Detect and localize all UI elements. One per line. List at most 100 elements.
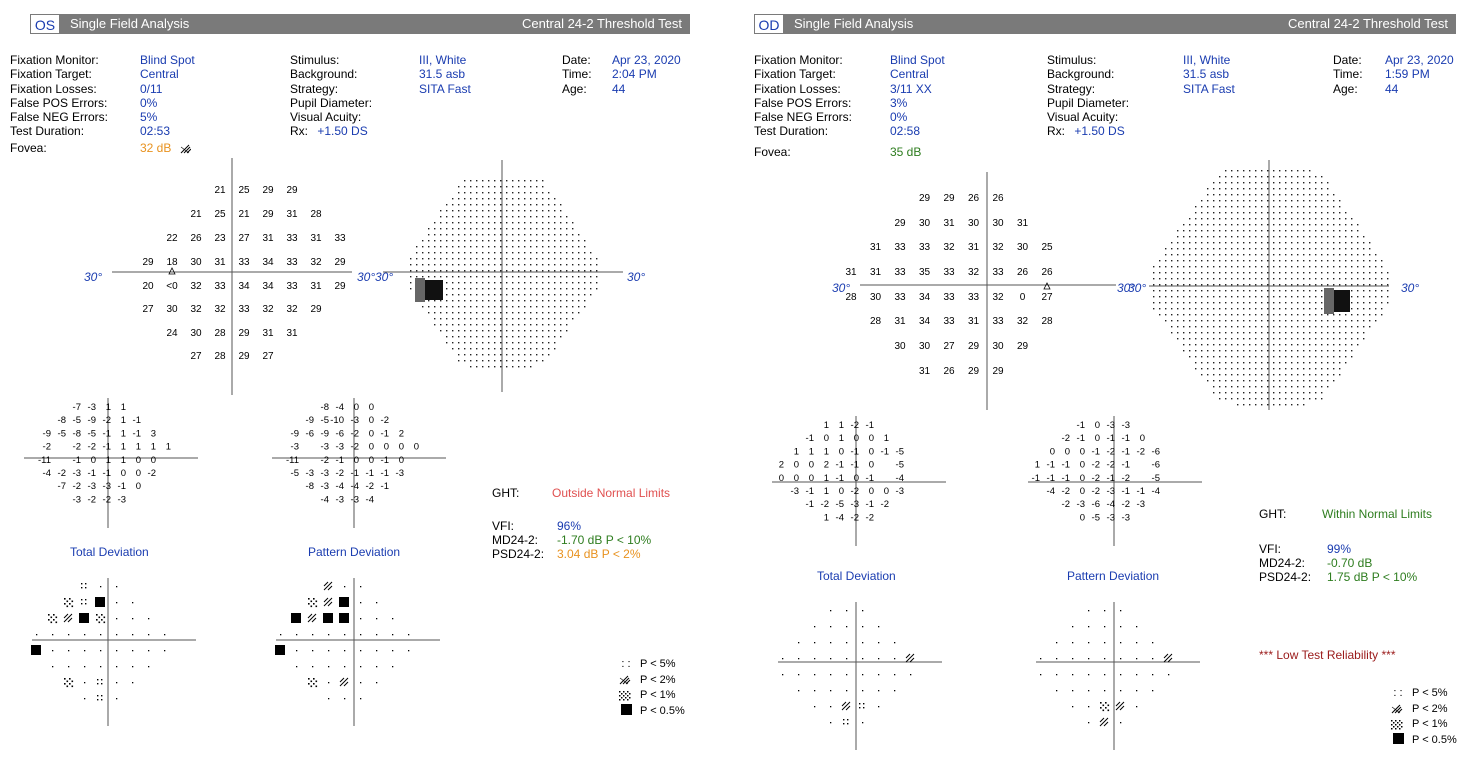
deviation-value: -2 bbox=[58, 468, 66, 479]
pattern-deviation-caption: Pattern Deviation bbox=[1067, 569, 1160, 583]
threshold-value: 30 bbox=[894, 341, 906, 352]
threshold-value: 30 bbox=[190, 257, 202, 268]
threshold-value: 31 bbox=[845, 267, 857, 278]
threshold-value: 31 bbox=[1017, 218, 1029, 229]
deviation-value: 0 bbox=[1080, 446, 1085, 457]
threshold-value: 27 bbox=[1041, 292, 1053, 303]
deviation-value: -1 bbox=[836, 460, 844, 471]
deviation-value: -5 bbox=[58, 428, 66, 439]
deviation-value: -3 bbox=[118, 494, 126, 505]
deviation-value: -2 bbox=[1092, 473, 1100, 484]
deviation-value: 0 bbox=[354, 455, 359, 466]
deviation-value: 2 bbox=[824, 460, 829, 471]
p05-symbol-icon bbox=[1390, 732, 1406, 750]
deviation-value: -3 bbox=[73, 494, 81, 505]
threshold-value: 23 bbox=[214, 233, 226, 244]
threshold-value: 32 bbox=[968, 267, 980, 278]
info-label: False POS Errors: bbox=[10, 95, 108, 110]
threshold-value: 34 bbox=[919, 316, 931, 327]
p05-symbol-icon bbox=[618, 703, 634, 721]
deviation-value: -1 bbox=[88, 468, 96, 479]
deviation-value: 0 bbox=[414, 442, 419, 453]
info-label: Fixation Losses: bbox=[754, 81, 841, 96]
threshold-value: 33 bbox=[894, 267, 906, 278]
threshold-value: 28 bbox=[310, 209, 322, 220]
md-label: MD24-2: bbox=[1259, 556, 1306, 570]
deviation-value: -1 bbox=[1032, 473, 1040, 484]
deviation-value: 0 bbox=[384, 442, 389, 453]
legend-label: P < 5% bbox=[640, 658, 676, 670]
total-deviation-probability-plot bbox=[31, 578, 196, 726]
deviation-value: -3 bbox=[73, 468, 81, 479]
axis-label-right: 30° bbox=[1117, 281, 1135, 295]
deviation-value: -9 bbox=[321, 428, 329, 439]
deviation-value: -2 bbox=[1092, 486, 1100, 497]
total-deviation-caption: Total Deviation bbox=[70, 545, 149, 559]
info-label: Test Duration: bbox=[10, 124, 85, 139]
p2-symbol-icon bbox=[180, 144, 192, 154]
deviation-value: -1 bbox=[1062, 460, 1070, 471]
info-label: Pupil Diameter: bbox=[290, 95, 373, 110]
info-value: SITA Fast bbox=[419, 81, 471, 96]
total-deviation-grid: 1 1 -2 -1-1 0 1 0 0 11 1 1 0 -1 0 -1 -52 0 0 2 -1 -1 0 -50 0 0 1-… bbox=[772, 416, 946, 546]
threshold-value: 32 bbox=[286, 304, 298, 315]
test-name: Central 24-2 Threshold Test bbox=[522, 16, 682, 31]
deviation-value: -3 bbox=[896, 486, 904, 497]
threshold-value: 29 bbox=[992, 366, 1004, 377]
ght-value: Within Normal Limits bbox=[1322, 507, 1433, 521]
threshold-value: 33 bbox=[238, 257, 250, 268]
deviation-value: -2 bbox=[1122, 473, 1130, 484]
deviation-value: -2 bbox=[381, 415, 389, 426]
os-info-col2-values: III, White 31.5 asb SITA Fast bbox=[419, 53, 471, 96]
deviation-value: -6 bbox=[1152, 446, 1160, 457]
info-value: Apr 23, 2020 bbox=[1385, 53, 1454, 67]
deviation-value: 0 bbox=[884, 486, 889, 497]
left-panel-os: OS Single Field Analysis Central 24-2 Th… bbox=[10, 14, 690, 726]
deviation-value: -1 bbox=[103, 428, 111, 439]
info-value: Central bbox=[140, 67, 179, 82]
legend-item: P < 0.5% bbox=[618, 703, 685, 721]
os-fovea-value: 32 dB bbox=[140, 141, 192, 155]
threshold-value: 33 bbox=[894, 292, 906, 303]
pattern-deviation-caption: Pattern Deviation bbox=[308, 545, 401, 559]
deviation-value: -9 bbox=[88, 415, 96, 426]
deviation-value: 0 bbox=[136, 468, 141, 479]
deviation-value: -1 bbox=[103, 442, 111, 453]
info-label: Time: bbox=[562, 67, 592, 82]
deviation-value: -2 bbox=[73, 481, 81, 492]
deviation-value: -1 bbox=[1047, 473, 1055, 484]
deviation-value: 1 bbox=[839, 420, 844, 431]
legend-item: P < 1% bbox=[1390, 717, 1457, 733]
deviation-value: 0 bbox=[869, 433, 874, 444]
deviation-value: -1 bbox=[73, 455, 81, 466]
info-value: SITA Fast bbox=[1183, 81, 1235, 96]
deviation-value: 2 bbox=[399, 428, 404, 439]
threshold-value: 27 bbox=[190, 351, 202, 362]
threshold-value: 26 bbox=[190, 233, 202, 244]
threshold-value: 32 bbox=[992, 242, 1004, 253]
legend-item: P < 2% bbox=[1390, 702, 1457, 718]
threshold-value: 27 bbox=[238, 233, 250, 244]
deviation-value: -5 bbox=[836, 499, 844, 510]
info-value: 5% bbox=[140, 110, 158, 125]
deviation-value: -3 bbox=[88, 402, 96, 413]
deviation-value: -1 bbox=[1122, 486, 1130, 497]
os-indices: VFI: 96% MD24-2: -1.70 dB P < 10% PSD24-2:… bbox=[492, 519, 651, 561]
os-legend: : : P < 5% P < 2% P < 1% P < 0.5% bbox=[618, 657, 685, 720]
threshold-value: 33 bbox=[968, 292, 980, 303]
os-info-col3-labels: Date: Time: Age: bbox=[562, 53, 592, 96]
info-label: Pupil Diameter: bbox=[1047, 95, 1130, 110]
od-info-col2-labels: Stimulus: Background: Strategy: Pupil Di… bbox=[1047, 53, 1129, 139]
threshold-value: 20 bbox=[142, 281, 154, 292]
deviation-value: 0 bbox=[1080, 512, 1085, 523]
threshold-value: 28 bbox=[870, 316, 882, 327]
axis-label-left: 30° bbox=[1128, 281, 1146, 295]
threshold-value: 31 bbox=[968, 316, 980, 327]
deviation-value: -1 bbox=[381, 468, 389, 479]
info-value: 0/11 bbox=[140, 81, 163, 96]
info-value: 1:59 PM bbox=[1385, 67, 1430, 82]
info-label: False NEG Errors: bbox=[10, 110, 109, 125]
deviation-value: -1 bbox=[836, 473, 844, 484]
rx-value: +1.50 DS bbox=[317, 124, 368, 139]
info-value: 31.5 asb bbox=[1183, 67, 1230, 82]
